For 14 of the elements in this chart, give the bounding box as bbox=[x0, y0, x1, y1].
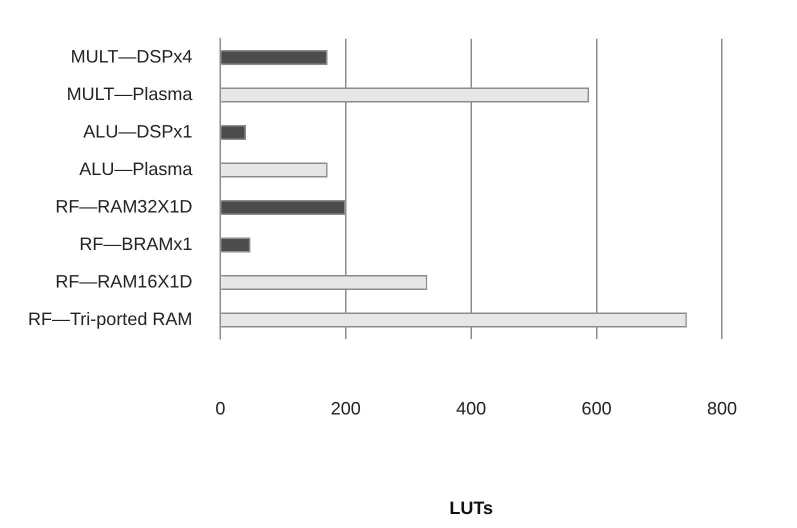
y-tick-label: RF—RAM16X1D bbox=[55, 272, 192, 292]
x-tick-label: 400 bbox=[456, 398, 486, 419]
y-tick-label: MULT—DSPx4 bbox=[70, 46, 192, 67]
x-tick-label: 600 bbox=[582, 398, 612, 419]
x-tick-label: 0 bbox=[215, 398, 226, 419]
y-tick-label: RF—BRAMx1 bbox=[79, 234, 192, 254]
y-tick-label: RF—Tri-ported RAM bbox=[28, 309, 192, 330]
y-tick-label: ALU—DSPx1 bbox=[83, 122, 192, 142]
y-tick-label: RF—RAM32X1D bbox=[55, 196, 192, 217]
x-axis-title: LUTs bbox=[449, 498, 493, 518]
y-tick-label: ALU—Plasma bbox=[79, 159, 194, 180]
y-tick-label: MULT—Plasma bbox=[66, 84, 194, 104]
x-tick-label: 800 bbox=[706, 398, 738, 419]
x-tick-label: 200 bbox=[330, 398, 361, 419]
